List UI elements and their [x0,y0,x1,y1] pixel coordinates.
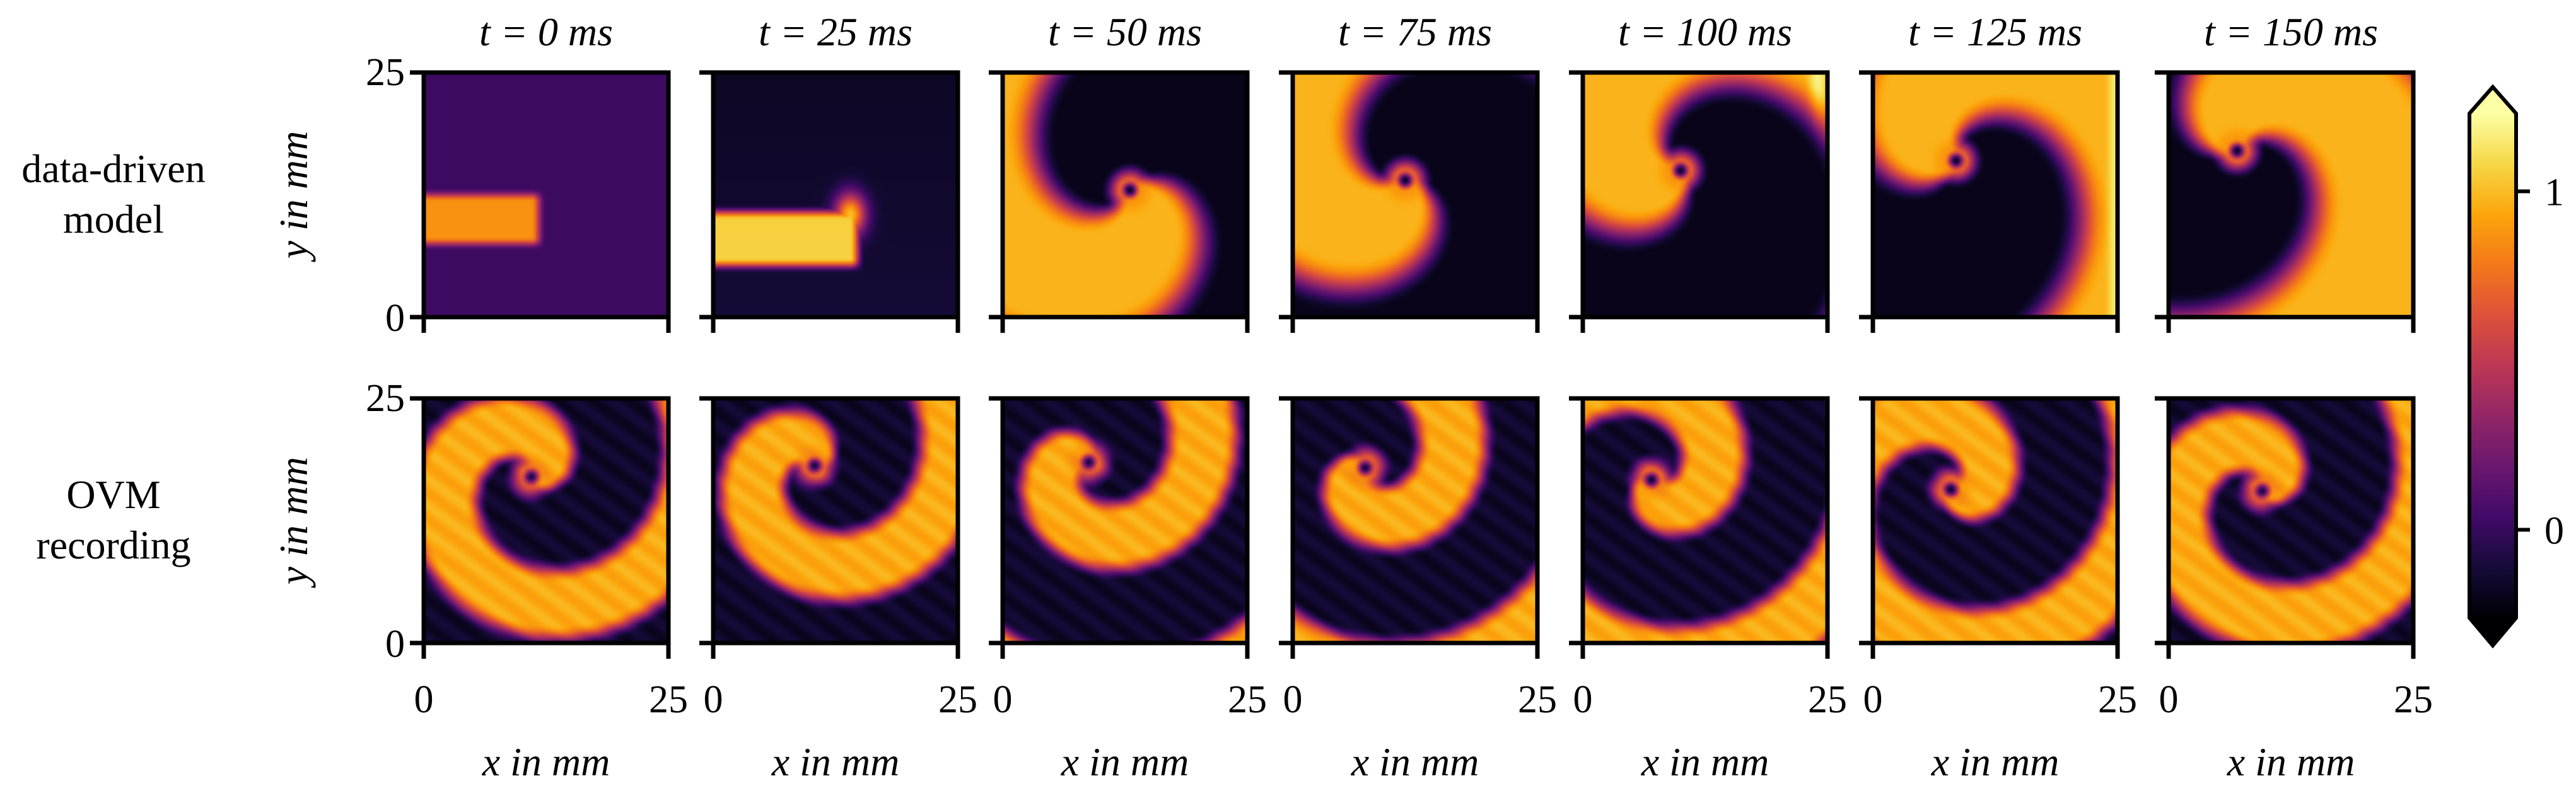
axes-frame [421,396,671,646]
x-tick-label: 25 [938,678,977,721]
axes-frame [2166,396,2416,646]
x-tick-label: 0 [993,678,1013,721]
colorbar-extend-max [2469,87,2516,113]
x-tick-label: 25 [649,678,688,721]
heatmap-recording-t150 [2169,398,2413,643]
x-tick-label: 0 [1863,678,1883,721]
panel-title: t = 50 ms [1048,9,1202,54]
heatmap-model-t25 [713,72,958,317]
heatmap-model-t75 [1293,72,1537,317]
colorbar-extend-min [2469,618,2516,646]
axes-frame [711,396,960,646]
heatmap-model-t0 [424,72,668,317]
x-tick-label: 0 [1573,678,1593,721]
heatmap-recording-t100 [1583,398,1827,643]
colorbar-tick-label: 0 [2544,509,2564,552]
axes-frame [1290,396,1540,646]
axes-frame [711,70,960,320]
panel-title: t = 150 ms [2204,9,2378,54]
x-tick-label: 25 [1518,678,1557,721]
axes-frame [1290,70,1540,320]
colorbar-outline [2468,84,2518,649]
heatmap-model-t50 [1003,72,1247,317]
axes-frame [2166,70,2416,320]
row-label: model [63,197,164,241]
axes-frame [1000,70,1250,320]
heatmap-recording-t0 [424,398,668,643]
panel-title: t = 75 ms [1338,9,1492,54]
row-label: recording [36,523,190,567]
x-axis-label: x in mm [1641,739,1769,784]
row-label: OVM [66,472,160,517]
colorbar-tick-label: 1 [2544,171,2564,214]
axes-frame [421,70,671,320]
x-axis-label: x in mm [482,739,610,784]
x-axis-label: x in mm [1351,739,1479,784]
heatmap-recording-t75 [1293,398,1537,643]
x-axis-label: x in mm [2227,739,2355,784]
panel-title: t = 0 ms [479,9,613,54]
y-tick-label: 25 [366,377,405,420]
x-axis-label: x in mm [771,739,900,784]
heatmap-recording-t125 [1873,398,2118,643]
x-axis-label: x in mm [1931,739,2060,784]
axes-frame [1870,396,2120,646]
x-tick-label: 25 [1808,678,1847,721]
y-tick-label: 0 [385,297,405,340]
x-tick-label: 0 [2159,678,2179,721]
panel-title: t = 25 ms [759,9,912,54]
heatmap-model-t100 [1583,72,1827,317]
y-axis-label: y in mm [271,131,316,263]
heatmap-recording-t25 [713,398,958,643]
axes-frame [1580,70,1830,320]
x-tick-label: 25 [1228,678,1267,721]
x-tick-label: 0 [704,678,723,721]
row-label: data-driven [21,146,205,191]
heatmap-recording-t50 [1003,398,1247,643]
y-tick-label: 0 [385,623,405,666]
heatmap-model-t125 [1873,72,2118,317]
axes-frame [1580,396,1830,646]
x-tick-label: 25 [2098,678,2137,721]
axes-frame [1000,396,1250,646]
panel-title: t = 100 ms [1618,9,1792,54]
x-tick-label: 0 [1283,678,1303,721]
y-tick-label: 25 [366,51,405,94]
y-axis-label: y in mm [271,457,316,589]
heatmap-model-t150 [2169,72,2413,317]
x-tick-label: 0 [414,678,434,721]
x-axis-label: x in mm [1061,739,1189,784]
panel-title: t = 125 ms [1908,9,2082,54]
colorbar [2469,113,2516,618]
axes-frame [1870,70,2120,320]
x-tick-label: 25 [2394,678,2433,721]
